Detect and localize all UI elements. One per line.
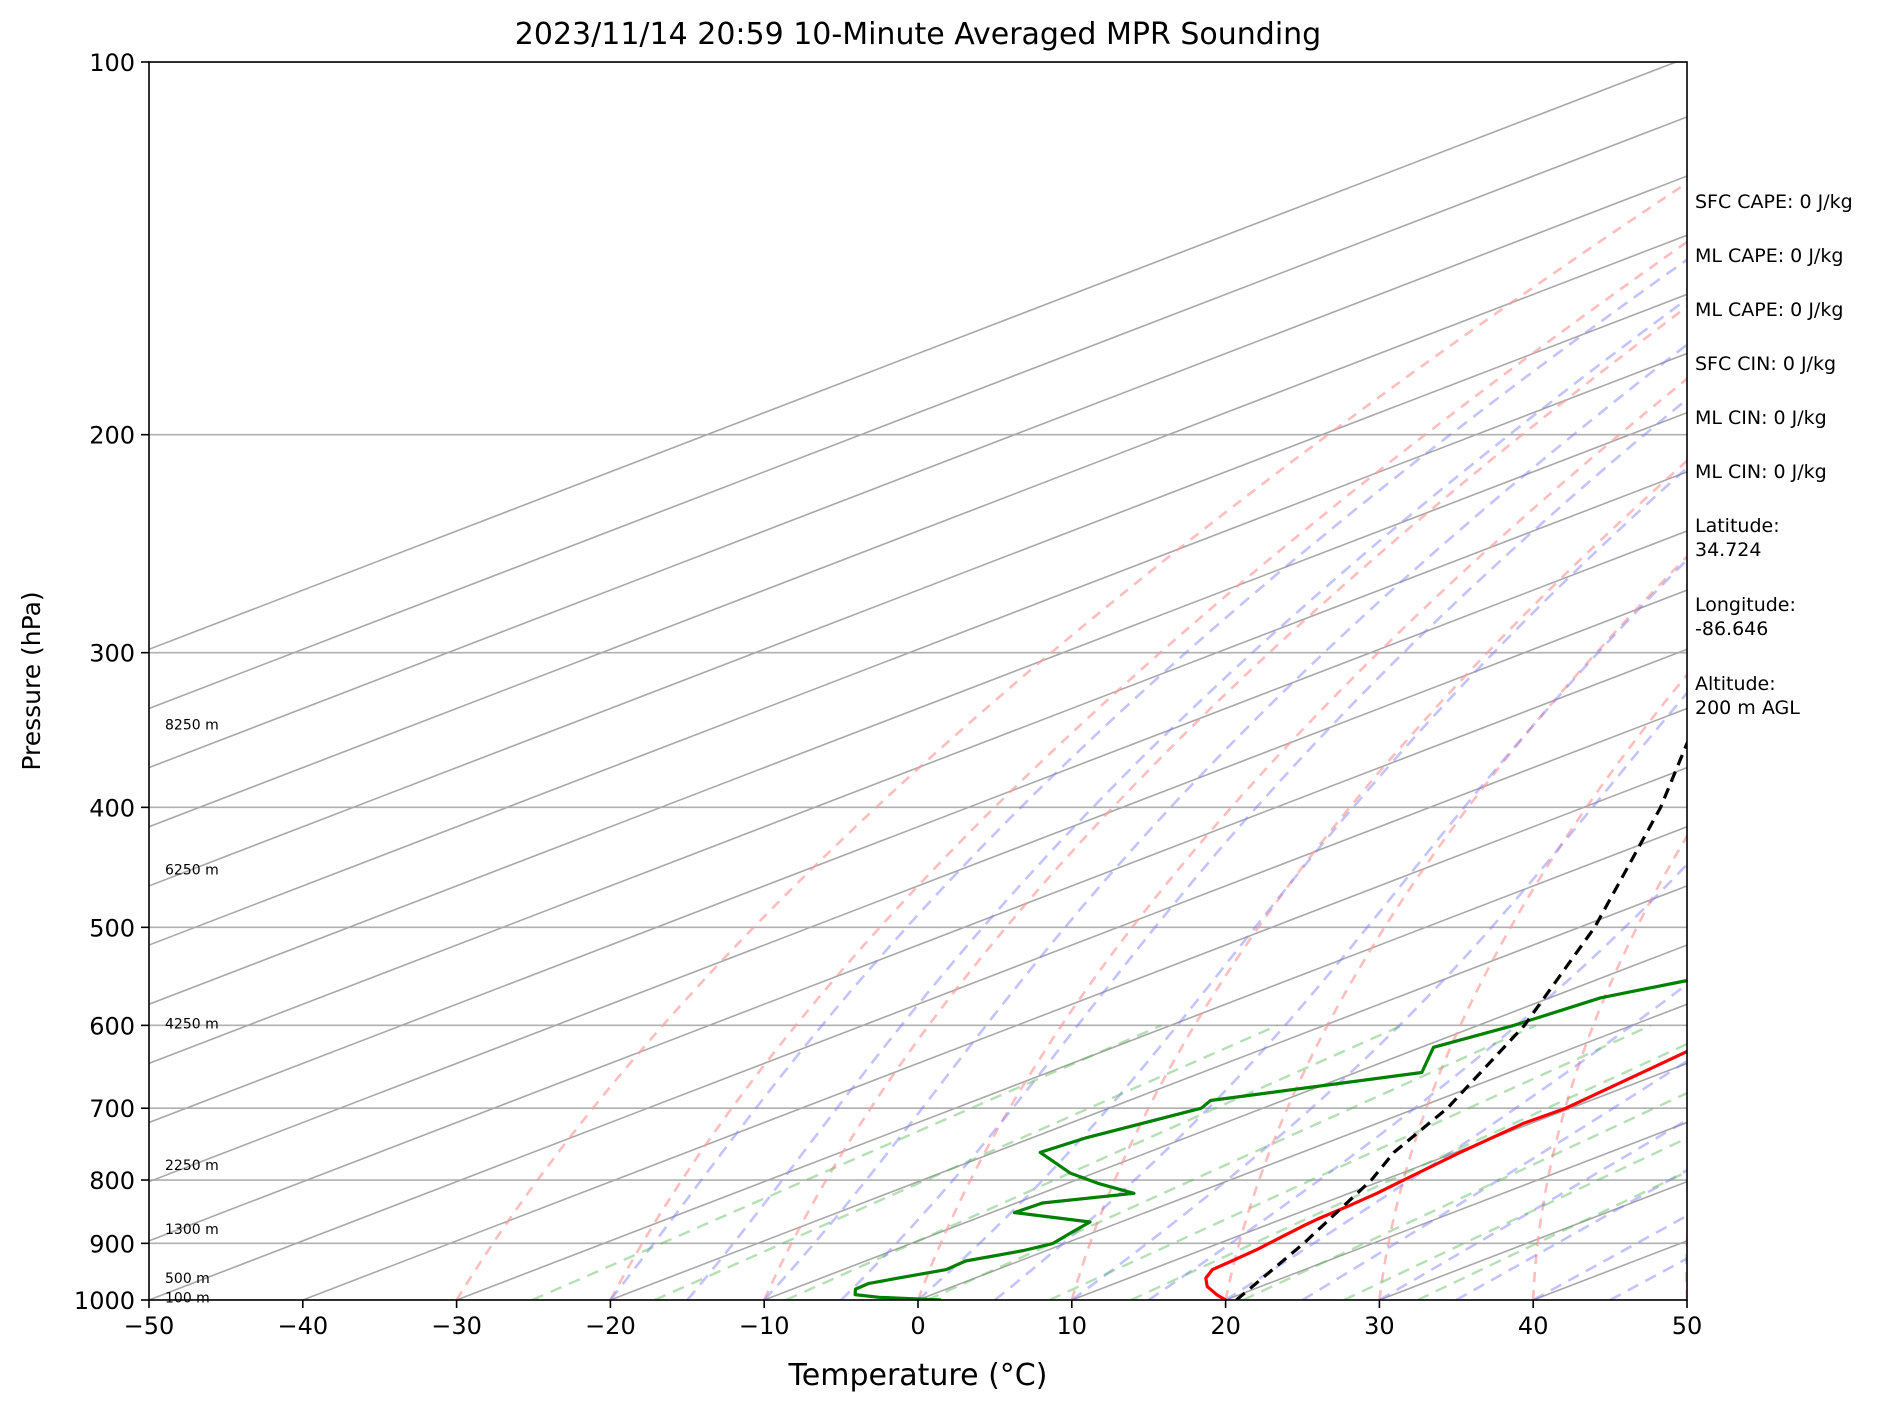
moist-adiabat-line xyxy=(1224,982,1687,1300)
isotherm-line xyxy=(149,707,1687,1300)
moist-adiabat-line xyxy=(1301,1059,1687,1300)
dry-adiabat-line xyxy=(916,377,1687,1300)
y-tick-label: 400 xyxy=(89,794,135,822)
x-tick-label: 30 xyxy=(1364,1312,1395,1340)
isotherm-line xyxy=(149,293,1687,887)
y-tick-label: 700 xyxy=(89,1095,135,1123)
moist-adiabat-line xyxy=(917,466,1687,1300)
moist-adiabat-line xyxy=(763,343,1687,1300)
isotherm-line xyxy=(302,766,1687,1300)
height-label: 2250 m xyxy=(165,1158,219,1174)
mixing-ratio-line xyxy=(926,1024,1537,1300)
info-line: Longitude: -86.646 xyxy=(1695,594,1796,640)
moist-adiabat-line xyxy=(1071,691,1687,1300)
moist-adiabat-line xyxy=(609,258,1687,1300)
x-tick-label: −20 xyxy=(585,1312,636,1340)
mixing-ratio-line xyxy=(531,1024,1162,1300)
info-line: SFC CIN: 0 J/kg xyxy=(1695,353,1837,375)
x-tick-label: −50 xyxy=(124,1312,175,1340)
mixing-ratio-line xyxy=(1242,1091,1687,1300)
mixing-ratio-line xyxy=(1048,1024,1652,1300)
x-tick-label: 40 xyxy=(1518,1312,1549,1340)
isotherm-line xyxy=(763,944,1687,1300)
height-label: 4250 m xyxy=(165,1017,219,1033)
isotherm-line xyxy=(149,470,1687,1065)
info-line: Latitude: 34.724 xyxy=(1695,515,1780,561)
info-line: ML CAPE: 0 J/kg xyxy=(1695,299,1844,321)
y-tick-label: 800 xyxy=(89,1167,135,1195)
height-label: 1300 m xyxy=(165,1222,219,1238)
y-tick-label: 900 xyxy=(89,1230,135,1258)
isotherm-line xyxy=(149,589,1687,1183)
dry-adiabat-line xyxy=(1070,458,1687,1300)
height-label: 8250 m xyxy=(165,718,219,734)
y-axis-label: Pressure (hPa) xyxy=(17,591,46,770)
parcel-path xyxy=(1235,739,1687,1300)
dry-adiabat-line xyxy=(1836,62,1893,1300)
x-tick-label: −30 xyxy=(431,1312,482,1340)
dewpoint-profile xyxy=(853,978,1687,1300)
mixing-ratio-line xyxy=(1130,1042,1687,1300)
moist-adiabat-line xyxy=(686,297,1687,1300)
info-line: ML CIN: 0 J/kg xyxy=(1695,407,1827,429)
isotherm-line xyxy=(149,116,1687,710)
mixing-ratio-line xyxy=(785,1024,1403,1300)
y-tick-label: 100 xyxy=(89,49,135,77)
isotherm-line xyxy=(149,648,1687,1242)
y-tick-label: 500 xyxy=(89,914,135,942)
isotherm-line xyxy=(917,1003,1687,1300)
x-tick-label: −40 xyxy=(277,1312,328,1340)
info-line: SFC CAPE: 0 J/kg xyxy=(1695,191,1853,213)
moist-adiabat-line xyxy=(840,397,1687,1300)
isotherm-line xyxy=(149,62,1677,651)
x-tick-label: 50 xyxy=(1672,1312,1703,1340)
isotherm-line xyxy=(456,825,1687,1300)
mixing-ratio-line xyxy=(1417,1170,1687,1300)
isotherm-line xyxy=(149,411,1687,1006)
dry-adiabat-line xyxy=(455,181,1687,1300)
isotherm-line xyxy=(149,175,1687,769)
y-tick-label: 600 xyxy=(89,1012,135,1040)
y-tick-label: 1000 xyxy=(74,1287,135,1315)
height-label: 500 m xyxy=(165,1271,210,1287)
height-label: 100 m xyxy=(165,1290,210,1306)
info-line: ML CAPE: 0 J/kg xyxy=(1695,245,1844,267)
isotherm-line xyxy=(149,352,1687,946)
dry-adiabat-line xyxy=(1224,554,1687,1300)
y-tick-label: 300 xyxy=(89,640,135,668)
info-line: Altitude: 200 m AGL xyxy=(1695,673,1800,719)
y-tick-label: 200 xyxy=(89,422,135,450)
x-tick-label: −10 xyxy=(739,1312,790,1340)
x-axis-label: Temperature (°C) xyxy=(788,1358,1048,1393)
x-tick-label: 10 xyxy=(1057,1312,1088,1340)
moist-adiabat-line xyxy=(994,558,1687,1300)
isotherm-line xyxy=(149,530,1687,1124)
isotherm-line xyxy=(149,234,1687,828)
info-line: ML CIN: 0 J/kg xyxy=(1695,461,1827,483)
isotherm-line xyxy=(610,885,1687,1300)
dry-adiabat-line xyxy=(763,305,1687,1300)
chart-title: 2023/11/14 20:59 10-Minute Averaged MPR … xyxy=(515,17,1321,52)
isotherm-line xyxy=(1071,1062,1687,1300)
x-tick-label: 20 xyxy=(1210,1312,1241,1340)
moist-adiabat-line xyxy=(1147,862,1687,1300)
height-label: 6250 m xyxy=(165,862,219,878)
mixing-ratio-line xyxy=(654,1024,1278,1300)
x-tick-label: 0 xyxy=(910,1312,925,1340)
dry-adiabat-line xyxy=(1531,833,1687,1300)
temperature-profile xyxy=(1204,1049,1687,1300)
mixing-ratio-line xyxy=(1343,1136,1687,1300)
